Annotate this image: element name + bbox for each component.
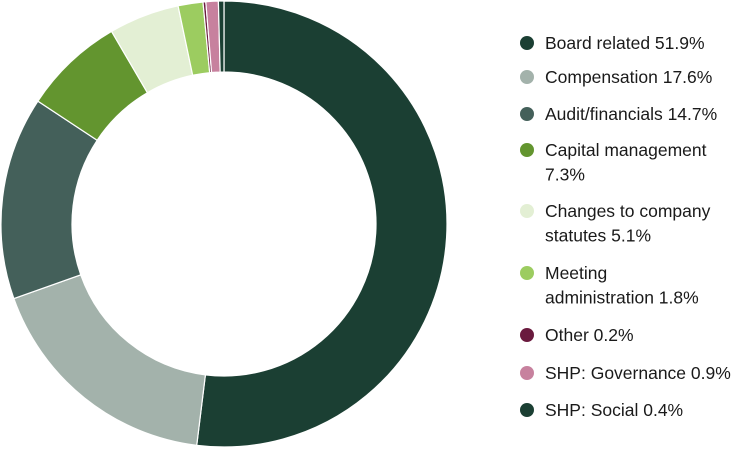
legend-swatch <box>520 266 534 280</box>
legend-label: SHP: Social 0.4% <box>545 400 683 420</box>
legend-swatch <box>520 143 534 157</box>
legend-item-other: Other 0.2% <box>520 325 634 345</box>
slice-board-related <box>196 0 448 448</box>
legend-swatch <box>520 403 534 417</box>
legend-swatch <box>520 70 534 84</box>
legend-item-capital-management: Capital management 7.3% <box>520 140 707 185</box>
legend-label: Other 0.2% <box>545 325 634 345</box>
legend-swatch <box>520 366 534 380</box>
donut-slices <box>0 0 448 448</box>
legend-label: Board related 51.9% <box>545 33 705 53</box>
legend-label: Compensation 17.6% <box>545 67 712 87</box>
slice-shp-social <box>217 0 225 73</box>
legend-item-audit-financials: Audit/financials 14.7% <box>520 104 717 124</box>
legend-item-shp-social: SHP: Social 0.4% <box>520 400 683 420</box>
legend-label: Audit/financials 14.7% <box>545 104 717 124</box>
legend-swatch <box>520 36 534 50</box>
legend-label: SHP: Governance 0.9% <box>545 363 731 383</box>
legend-label: Changes to company statutes 5.1% <box>545 201 711 246</box>
legend-item-meeting-administration: Meeting administration 1.8% <box>520 263 699 308</box>
legend-swatch <box>520 328 534 342</box>
legend-item-shp-governance: SHP: Governance 0.9% <box>520 363 731 383</box>
slice-compensation <box>13 274 207 446</box>
legend-label: Meeting administration 1.8% <box>545 263 699 308</box>
legend-swatch <box>520 204 534 218</box>
legend-label: Capital management 7.3% <box>545 140 707 185</box>
legend-item-compensation: Compensation 17.6% <box>520 67 712 87</box>
legend-swatch <box>520 107 534 121</box>
legend: Board related 51.9% Compensation 17.6% Aud… <box>520 33 731 420</box>
legend-item-board-related: Board related 51.9% <box>520 33 705 53</box>
legend-item-changes-to-company-statutes: Changes to company statutes 5.1% <box>520 201 711 246</box>
